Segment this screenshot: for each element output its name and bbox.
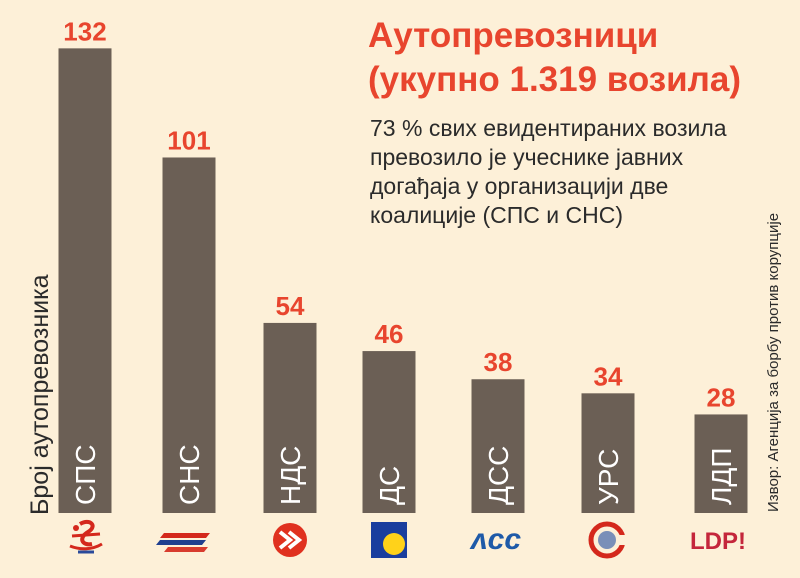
- svg-text:LDP!: LDP!: [690, 528, 746, 555]
- svg-text:ᴧᴄᴄ: ᴧᴄᴄ: [469, 523, 521, 556]
- category-label: СПС: [70, 444, 101, 505]
- urs-logo-icon: [588, 521, 627, 559]
- bar-СПС: [58, 48, 112, 514]
- chart-title: Аутопревозници (укупно 1.319 возила): [368, 14, 741, 102]
- sns-logo-icon: [156, 533, 210, 552]
- category-label: ДС: [374, 466, 405, 505]
- value-label: 34: [594, 361, 623, 391]
- category-label: СНС: [174, 444, 205, 505]
- subtitle-line: превозило је учеснике јавних: [370, 144, 684, 170]
- category-label: ЛДП: [706, 448, 737, 505]
- value-label: 38: [484, 347, 513, 377]
- title-line-2: (укупно 1.319 возила): [368, 60, 742, 99]
- ldp-logo-icon: LDP!: [690, 528, 746, 555]
- y-axis-label: Број аутопревозника: [26, 274, 54, 515]
- dss-logo-icon: ᴧᴄᴄ: [469, 523, 521, 556]
- bar-ЛДП: [694, 414, 748, 513]
- title-line-1: Аутопревозници: [368, 16, 659, 55]
- party-logos: ᴧᴄᴄ LDP!: [69, 519, 746, 559]
- nds-logo-icon: [273, 523, 307, 557]
- chart-subtitle: 73 % свих евидентираних возила превозило…: [370, 114, 790, 230]
- value-label: 28: [707, 382, 736, 412]
- subtitle-line: коалиције (СПС и СНС): [370, 202, 624, 228]
- bar-УРС: [581, 393, 635, 513]
- bars-group: 132 СПС 101 СНС 54 НДС 46 ДС 38 ДСС 34 УРС 28 ЛДП: [58, 16, 748, 514]
- subtitle-line: 73 % свих евидентираних возила: [370, 115, 727, 141]
- source-note: Извор: Агенција за борбу против корупциј…: [765, 212, 782, 512]
- bar-ДСС: [471, 379, 525, 513]
- value-label: 46: [375, 319, 404, 349]
- ds-logo-icon: [371, 522, 407, 558]
- bar-СНС: [162, 157, 216, 514]
- category-label: УРС: [593, 449, 624, 505]
- category-label: НДС: [275, 446, 306, 505]
- value-label: 101: [167, 125, 210, 155]
- sps-logo-icon: [69, 519, 103, 554]
- subtitle-line: догађаја у организацији две: [370, 173, 669, 199]
- value-label: 132: [63, 16, 106, 46]
- bar-ДС: [362, 351, 416, 513]
- category-label: ДСС: [483, 446, 514, 505]
- bar-НДС: [263, 322, 317, 513]
- value-label: 54: [276, 291, 305, 321]
